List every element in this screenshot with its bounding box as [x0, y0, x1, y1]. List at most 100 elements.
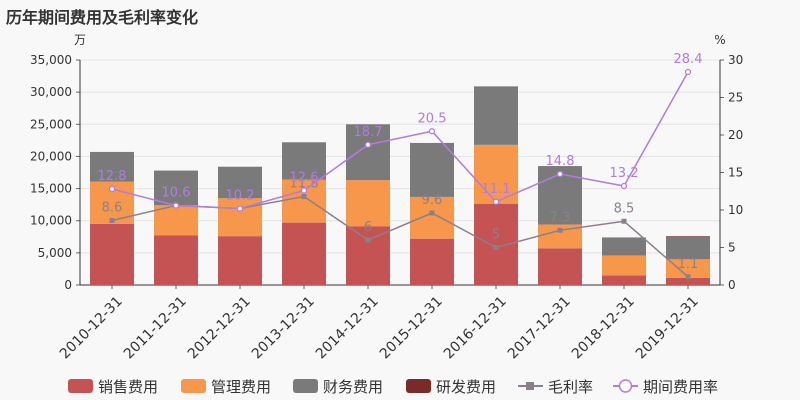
x-tick-label: 2014-12-31 — [313, 293, 382, 362]
bar-segment — [218, 236, 262, 285]
period-rate-point — [236, 205, 244, 212]
gross-margin-data-label: 6 — [364, 220, 372, 235]
bar-segment — [346, 180, 390, 227]
y-right-unit: % — [714, 33, 725, 47]
gross-margin-data-label: 10.2 — [226, 189, 255, 204]
period-rate-point — [300, 187, 308, 194]
gross-margin-point — [557, 227, 563, 233]
bar-segment — [154, 170, 198, 206]
legend-label-rd: 研发费用 — [436, 377, 497, 396]
legend-marker-gross-margin — [518, 379, 543, 393]
bar-segment — [538, 248, 582, 285]
period-rate-data-label: 14.8 — [546, 154, 575, 169]
bar-segment — [410, 142, 454, 197]
bar-segment — [282, 142, 326, 180]
x-tick-label: 2019-12-31 — [633, 293, 702, 362]
y-right-tick-label: 5 — [728, 241, 736, 255]
bar-segment — [666, 259, 710, 278]
y-left-tick-label: 5,000 — [38, 246, 72, 260]
y-left-tick-label: 35,000 — [30, 53, 72, 67]
bar-segment — [410, 196, 454, 239]
legend-label-gross-margin: 毛利率 — [548, 377, 594, 396]
gross-margin-data-label: 8.5 — [614, 201, 635, 216]
bar-segment — [154, 235, 198, 285]
x-tick-label: 2015-12-31 — [377, 293, 446, 362]
bar-segment — [602, 275, 646, 285]
bar-segment — [282, 222, 326, 285]
gross-margin-point — [621, 218, 627, 224]
bar-segment — [410, 238, 454, 285]
gross-margin-data-label: 7.3 — [550, 210, 571, 225]
y-left-tick-label: 15,000 — [30, 182, 72, 196]
x-tick-label: 2011-12-31 — [121, 293, 190, 362]
legend-swatch-mgmt — [181, 379, 206, 393]
period-rate-data-label: 11.1 — [482, 182, 511, 197]
bar-segment — [346, 226, 390, 285]
x-tick-label: 2013-12-31 — [249, 293, 318, 362]
gross-margin-data-label: 8.6 — [102, 201, 123, 216]
legend-item-mgmt[interactable]: 管理费用 — [181, 374, 271, 398]
period-rate-point — [620, 182, 628, 190]
y-left-tick-label: 25,000 — [30, 117, 72, 131]
period-rate-point — [492, 198, 500, 205]
x-tick-label: 2012-12-31 — [185, 293, 254, 362]
legend-marker-period-rate — [613, 379, 638, 393]
y-right-tick-label: 15 — [728, 166, 743, 180]
legend-item-finance[interactable]: 财务费用 — [293, 374, 383, 398]
bar-segment — [474, 204, 518, 285]
bar-segment — [474, 86, 518, 145]
bar-segment — [90, 223, 134, 285]
period-rate-point — [428, 128, 436, 135]
bar-segment — [666, 236, 710, 260]
legend-label-sales: 销售费用 — [98, 377, 159, 396]
period-rate-data-label: 10.6 — [162, 186, 191, 201]
bar-segment — [282, 179, 326, 223]
legend-swatch-finance — [293, 379, 318, 393]
bar-segment — [474, 144, 518, 204]
gross-margin-point — [493, 245, 499, 250]
y-left-tick-label: 30,000 — [30, 85, 72, 99]
legend-swatch-sales — [68, 379, 93, 393]
legend-item-gross-margin[interactable]: 毛利率 — [518, 374, 593, 398]
gross-margin-point — [109, 218, 115, 223]
period-rate-point — [364, 141, 372, 148]
bar-segment — [602, 237, 646, 256]
y-left-tick-label: 0 — [64, 278, 72, 292]
gross-margin-point — [365, 237, 371, 243]
gross-margin-point — [301, 194, 307, 199]
x-tick-label: 2017-12-31 — [505, 293, 574, 362]
legend-item-sales[interactable]: 销售费用 — [68, 374, 158, 398]
legend-label-finance: 财务费用 — [323, 377, 384, 396]
period-rate-data-label: 10.2 — [226, 189, 255, 204]
period-rate-point — [556, 170, 564, 178]
legend: 销售费用 管理费用 财务费用 研发费用 毛利率 期间费用率 — [0, 374, 800, 398]
legend-item-period-rate[interactable]: 期间费用率 — [613, 374, 718, 398]
gross-margin-data-label: 11.8 — [290, 177, 319, 192]
legend-swatch-rd — [406, 379, 431, 393]
gross-margin-data-label: 9.6 — [422, 193, 443, 208]
x-tick-label: 2018-12-31 — [569, 293, 638, 362]
bar-segment — [90, 151, 134, 182]
period-rate-point — [172, 202, 180, 209]
bar-segment — [538, 224, 582, 249]
bar-segment — [666, 236, 710, 237]
x-tick-label: 2010-12-31 — [57, 293, 126, 362]
gross-margin-point — [429, 210, 435, 216]
period-rate-point — [684, 68, 692, 76]
period-rate-data-label: 12.8 — [98, 169, 127, 184]
gross-margin-point — [685, 274, 691, 280]
y-left-unit: 万 — [74, 33, 86, 47]
bar-segment — [602, 255, 646, 276]
period-rate-data-label: 12.6 — [290, 171, 319, 186]
gross-margin-data-label: 10.6 — [162, 186, 191, 201]
gross-margin-data-label: 5 — [492, 228, 500, 243]
y-right-tick-label: 25 — [728, 91, 743, 105]
y-right-tick-label: 10 — [728, 203, 743, 217]
period-rate-data-label: 28.4 — [674, 52, 703, 67]
chart-title: 历年期间费用及毛利率变化 — [6, 8, 199, 27]
legend-item-rd[interactable]: 研发费用 — [406, 374, 496, 398]
y-left-tick-label: 10,000 — [30, 214, 72, 228]
y-right-tick-label: 30 — [728, 53, 743, 67]
period-rate-data-label: 20.5 — [418, 111, 447, 126]
gross-margin-data-label: 1.1 — [678, 257, 699, 272]
